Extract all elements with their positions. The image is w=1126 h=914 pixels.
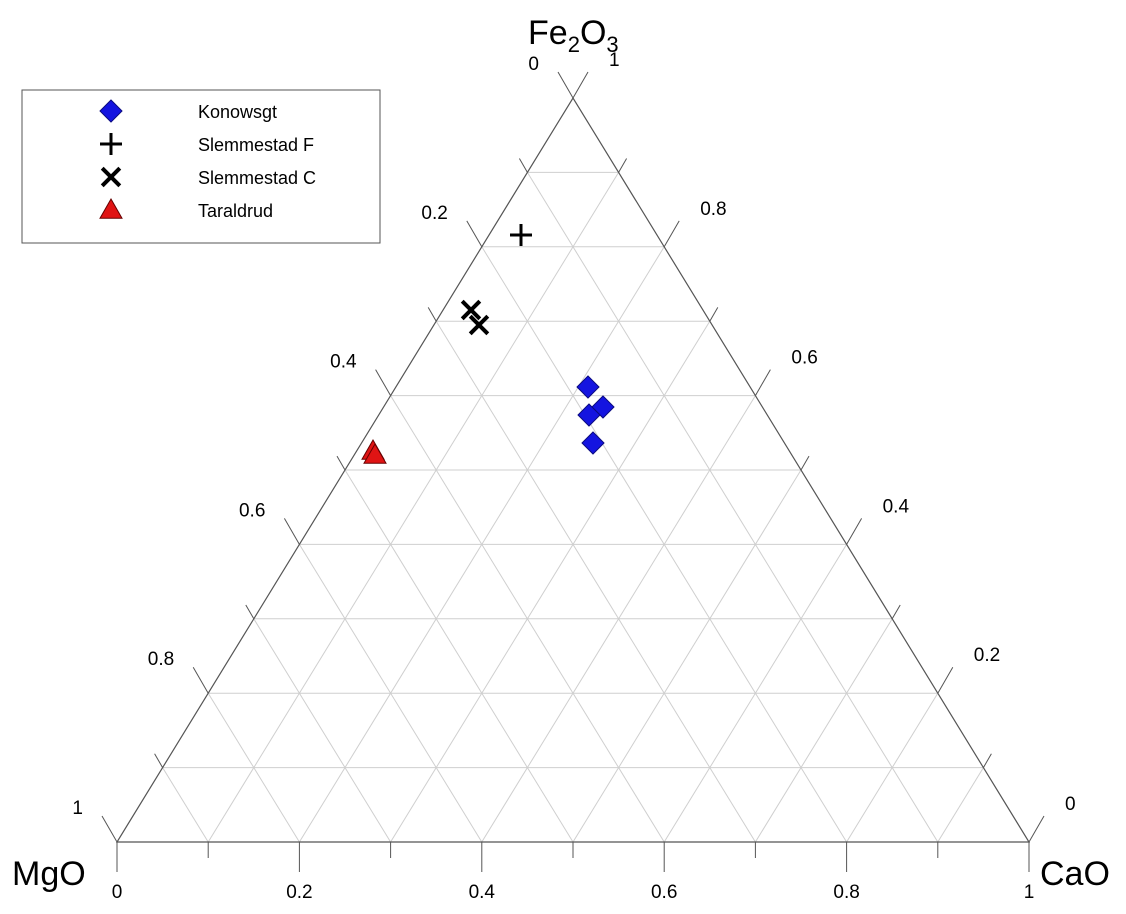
tick-marks (101, 71, 1045, 872)
grid-line-mgo (253, 618, 392, 843)
tick-left (101, 815, 118, 843)
tick-right (800, 455, 810, 471)
tick-label-left: 1 (72, 798, 83, 819)
tick-left (375, 369, 392, 396)
tick-right (618, 158, 628, 173)
grid-line-mgo (435, 320, 756, 843)
tick-label-bottom: 1 (1024, 882, 1035, 903)
tick-left (154, 753, 164, 768)
legend-marker (100, 133, 122, 155)
legend: Konowsgt Slemmestad F Slemmestad C Taraldru… (21, 89, 381, 244)
tick-left (245, 604, 255, 620)
tick-label-right: 0.4 (883, 496, 910, 517)
grid-line-cao (846, 692, 939, 843)
tick-left (283, 518, 300, 545)
data-point (363, 442, 387, 464)
data-point (577, 403, 601, 427)
legend-label: Slemmestad C (198, 168, 316, 188)
tick-left (518, 158, 528, 173)
tick-label-left: 0.8 (148, 649, 174, 670)
tick-left (336, 455, 346, 471)
tick-label-left: 0.4 (330, 352, 357, 373)
grid-line-mgo (162, 767, 209, 843)
grid-line-mgo (344, 469, 574, 843)
tick-label-right: 0.6 (791, 348, 817, 369)
tick-label-bottom: 0.4 (469, 882, 496, 903)
legend-label: Slemmestad F (198, 135, 314, 155)
tick-left (192, 666, 209, 694)
legend-marker (99, 197, 123, 219)
data-point (581, 431, 605, 455)
marker-stroke (460, 299, 482, 321)
legend-marker (99, 99, 123, 123)
data-point (460, 299, 482, 321)
tick-right (709, 307, 719, 322)
tick-label-right: 1 (609, 50, 620, 71)
grid-line-cao (937, 767, 984, 843)
tick-label-left: 0.6 (239, 500, 265, 521)
tick-label-bottom: 0.8 (833, 882, 859, 903)
legend-label: Konowsgt (198, 102, 277, 122)
marker-stroke (468, 314, 490, 336)
tick-right (982, 753, 992, 768)
tick-right (937, 666, 954, 694)
data-point (510, 224, 532, 246)
tick-right (891, 604, 901, 620)
grid-line-mgo (207, 692, 300, 843)
tick-left (427, 307, 437, 322)
grid-line-cao (572, 469, 802, 843)
tick-labels: 0 0.2 0.4 0.6 0.8 1 1 0.8 0.6 0.4 0.2 0 0 0.2 0.4 0.6 0.… (72, 50, 1075, 903)
grid-line-cao (754, 618, 893, 843)
grid-line-cao (207, 172, 620, 843)
legend-box (21, 89, 381, 244)
axis-title-top: Fe2O3 (528, 14, 619, 57)
legend-label: Taraldrud (198, 201, 273, 221)
marker-stroke (100, 166, 122, 188)
grid-line-cao (663, 544, 848, 843)
tick-right (754, 369, 771, 396)
tick-left (557, 71, 574, 99)
axis-title-left: MgO (12, 855, 86, 893)
grid-lines (162, 171, 984, 843)
data-point (576, 375, 600, 399)
tick-right (846, 518, 863, 545)
data-point (468, 314, 490, 336)
tick-right (663, 220, 680, 248)
legend-marker (100, 166, 122, 188)
tick-label-bottom: 0.6 (651, 882, 677, 903)
grid-line-mgo (526, 172, 939, 843)
tick-label-bottom: 0.2 (286, 882, 312, 903)
tick-label-right: 0 (1065, 794, 1076, 815)
tick-label-bottom: 0 (112, 882, 123, 903)
tick-right (572, 71, 589, 99)
data-points (361, 224, 615, 464)
tick-label-right: 0.8 (700, 199, 726, 220)
grid-line-cao (390, 320, 711, 843)
grid-line-mgo (298, 544, 483, 843)
tick-left (466, 220, 483, 248)
tick-label-right: 0.2 (974, 645, 1000, 666)
axis-title-right: CaO (1040, 855, 1110, 893)
tick-label-left: 0 (528, 54, 539, 75)
tick-right (1028, 815, 1045, 843)
tick-label-left: 0.2 (421, 203, 447, 224)
